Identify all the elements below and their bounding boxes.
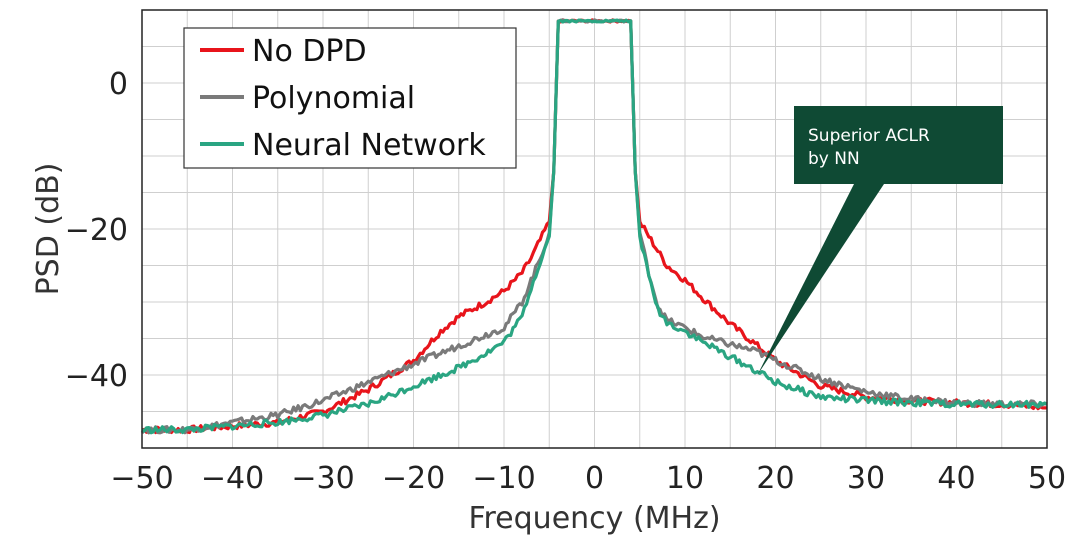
x-tick-label: −10 [472,461,535,496]
annotation-pointer [757,184,884,375]
legend-label: Neural Network [252,128,486,163]
y-tick-label: −20 [65,213,128,248]
series-layer [140,18,1048,435]
x-tick-label: −30 [291,461,354,496]
series-line-neural-network [141,18,1048,435]
legend: No DPD Polynomial Neural Network [183,27,517,169]
x-tick-label: 0 [585,461,604,496]
y-tick-label: −40 [65,359,128,394]
x-tick-label: 10 [666,461,704,496]
x-tick-label: 20 [756,461,794,496]
x-tick-label: 50 [1028,461,1065,496]
annotation-text-line-1: Superior ACLR [808,126,930,146]
x-tick-label: 30 [847,461,885,496]
x-axis-label: Frequency (MHz) [468,501,720,536]
x-tick-label: −50 [110,461,173,496]
plot-area-frame [141,9,1048,449]
x-tick-label: −20 [382,461,445,496]
y-tick-label: 0 [109,67,128,102]
x-tick-label: −40 [201,461,264,496]
tick-labels: −50 −40 −30 −20 −10 0 10 20 30 40 50 −40 −20 0 [65,67,1065,496]
annotation-callout: Superior ACLR by NN [757,106,1003,375]
annotation-text-line-2: by NN [808,149,860,169]
x-tick-label: 40 [937,461,975,496]
legend-entries: No DPD Polynomial Neural Network [200,34,486,163]
legend-label: No DPD [252,34,367,69]
annotation-box [794,106,1003,184]
y-axis-label: PSD (dB) [31,163,66,296]
legend-label: Polynomial [252,81,415,116]
